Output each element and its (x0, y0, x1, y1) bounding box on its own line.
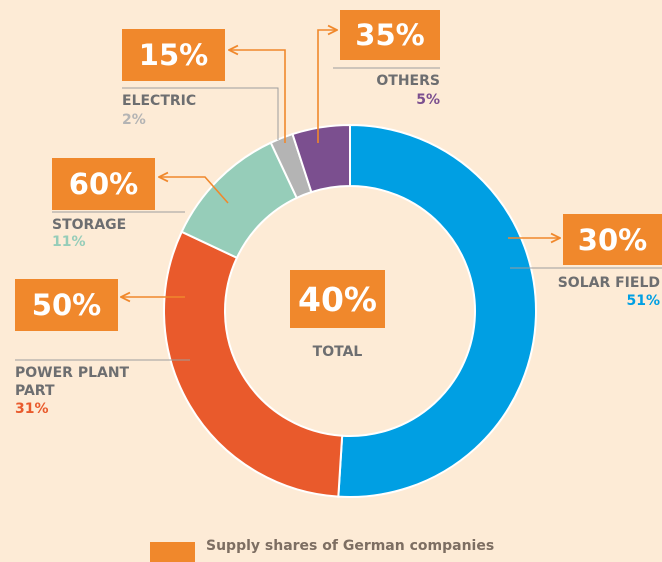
category-label: POWER PLANT PART (15, 365, 130, 399)
pointer-arrow (159, 177, 229, 204)
segment-value-label: 5% (416, 92, 440, 108)
total-label: TOTAL (312, 344, 363, 360)
supply-label: 60% (68, 167, 139, 201)
segment-value-label: 31% (15, 401, 49, 417)
supply-label: 50% (31, 288, 102, 322)
donut-segment (163, 230, 344, 498)
total-box: 40% (290, 270, 385, 328)
supply-box: 15% (122, 29, 225, 81)
category-label: SOLAR FIELD (557, 275, 660, 291)
supply-box: 35% (340, 10, 440, 60)
total-value-label: 40% (298, 279, 377, 319)
label-rule (122, 87, 279, 140)
donut-segment (337, 123, 537, 498)
pointer-arrow (317, 30, 337, 143)
legend-swatch (150, 542, 195, 562)
segment-value-label: 51% (626, 293, 660, 309)
supply-label: 15% (138, 38, 209, 72)
segment-value-label: 2% (122, 112, 146, 128)
legend-label: Supply shares of German companies (206, 538, 495, 554)
category-label: OTHERS (376, 73, 440, 89)
supply-box: 30% (563, 214, 662, 265)
segment-value-label: 11% (52, 234, 86, 250)
supply-label: 30% (577, 222, 648, 257)
supply-label: 35% (355, 18, 425, 52)
donut-segment (291, 123, 351, 194)
supply-box: 60% (52, 158, 155, 210)
category-label: STORAGE (52, 217, 127, 233)
category-label: ELECTRIC (122, 93, 197, 109)
pointer-arrow (229, 50, 286, 143)
supply-box: 50% (15, 279, 118, 331)
